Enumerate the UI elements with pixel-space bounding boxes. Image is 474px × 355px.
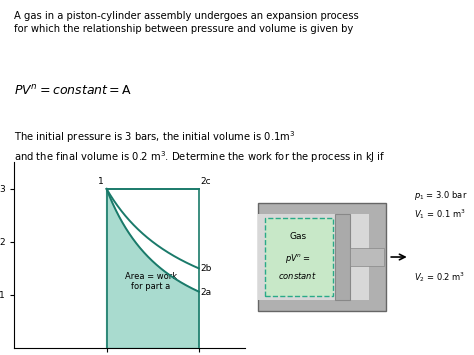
Text: $V_1$ = 0.1 m$^{3}$: $V_1$ = 0.1 m$^{3}$ [414, 207, 465, 221]
Text: $\mathit{PV}^{n} = \mathit{constant} = \mathrm{A}$: $\mathit{PV}^{n} = \mathit{constant} = \… [14, 83, 133, 98]
Bar [258, 214, 369, 300]
Bar [264, 218, 333, 296]
Text: $V_2$ = 0.2 m$^{3}$: $V_2$ = 0.2 m$^{3}$ [414, 271, 465, 284]
Text: 2b: 2b [201, 264, 212, 273]
Bar [335, 214, 350, 300]
Text: The initial pressure is 3 bars, the initial volume is 0.1m$^{3}$
and the final v: The initial pressure is 3 bars, the init… [14, 129, 386, 179]
Text: Area = work
for part a: Area = work for part a [125, 272, 177, 291]
Polygon shape [107, 189, 199, 348]
Text: $pV^n =$: $pV^n =$ [285, 252, 310, 266]
Text: $\mathit{constant}$: $\mathit{constant}$ [278, 270, 317, 281]
Bar [258, 203, 386, 311]
Text: 2a: 2a [201, 288, 212, 297]
Bar [350, 248, 384, 266]
Text: $p_1$ = 3.0 bar: $p_1$ = 3.0 bar [414, 189, 467, 202]
Text: A gas in a piston-cylinder assembly undergoes an expansion process
for which the: A gas in a piston-cylinder assembly unde… [14, 11, 359, 34]
Text: 1: 1 [98, 177, 104, 186]
Text: 2c: 2c [201, 177, 211, 186]
Text: Gas: Gas [289, 232, 306, 241]
